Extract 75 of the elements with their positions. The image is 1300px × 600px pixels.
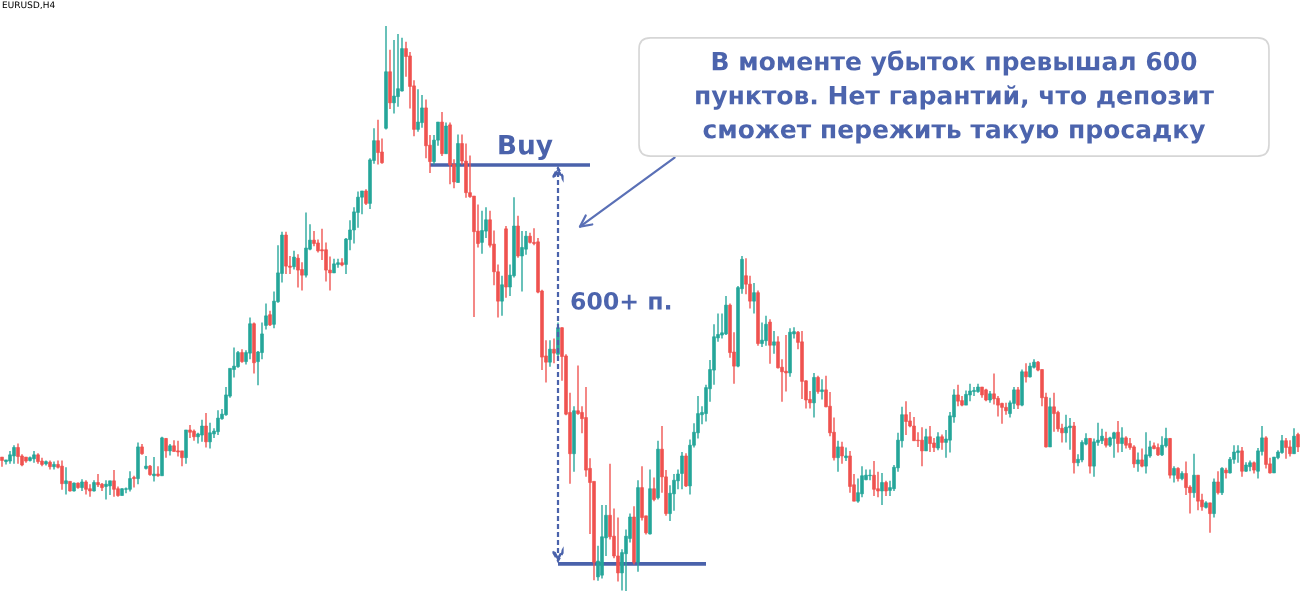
candlestick [376,119,380,166]
candlestick [1296,432,1300,453]
annotation: 600+ п. [571,291,671,310]
candlestick [132,475,136,489]
candlestick [968,382,972,402]
candlestick [1216,470,1220,496]
candlestick [52,460,56,471]
candlestick [144,455,148,471]
candlestick [88,483,92,498]
candlestick [920,426,924,467]
candlestick [820,378,824,401]
candlestick [872,460,876,497]
candlestick [1080,439,1084,463]
candlestick [1280,434,1284,455]
candlestick [1208,502,1212,534]
candlestick [16,442,20,465]
candlestick [552,337,556,365]
candlestick [60,459,64,491]
candlestick [1116,420,1120,454]
candlestick [480,210,484,255]
candlestick [1136,451,1140,473]
candlestick [188,424,192,439]
candlestick [1068,417,1072,451]
candlestick [1024,362,1028,384]
candlestick [956,384,960,407]
candlestick [1016,386,1020,410]
candlestick [216,409,220,436]
candlestick [96,473,100,488]
candlestick [0,456,4,468]
candlestick [416,88,420,133]
candlestick [104,479,108,501]
candlestick [296,253,300,289]
candlestick [64,466,68,496]
candlestick [868,468,872,481]
candlestick [1120,426,1124,453]
candlestick [128,470,132,493]
candlestick [152,456,156,483]
candlestick [1144,431,1148,475]
candlestick [764,315,768,347]
candlestick [936,431,940,452]
candlestick [768,318,772,365]
candlestick [840,441,844,465]
candlestick [204,412,208,449]
candlestick [1240,446,1244,478]
candlestick [1052,391,1056,433]
candlestick [548,339,552,368]
candlestick [112,469,116,498]
candlestick [520,230,524,293]
candlestick [200,419,204,443]
candlestick [904,400,908,436]
candlestick [836,440,840,473]
candlestick [972,386,976,397]
candlestick [1284,437,1288,460]
candlestick [844,446,848,462]
annotation: В моменте убыток превышал 600 пунктов. Нет гарантий, что депозит сможет пережить такую просадку [696,50,1214,144]
candlestick [1292,427,1296,455]
candlestick [928,425,932,453]
series-label: Buy [499,135,553,160]
candlestick [1236,444,1240,464]
candlestick [12,444,16,465]
candlestick [292,250,296,271]
candlestick [176,440,180,458]
candlestick [156,465,160,478]
candlestick [1192,453,1196,499]
candlestick [880,472,884,506]
candlestick [1112,430,1116,459]
candlestick [208,421,212,450]
candlestick [772,330,776,355]
candlestick [752,282,756,315]
candlestick [652,476,656,502]
candlestick [500,275,504,317]
candlestick [816,375,820,395]
candlestick [680,451,684,490]
chart-title: EURUSD,H4 [2,1,55,10]
candlestick [924,428,928,452]
